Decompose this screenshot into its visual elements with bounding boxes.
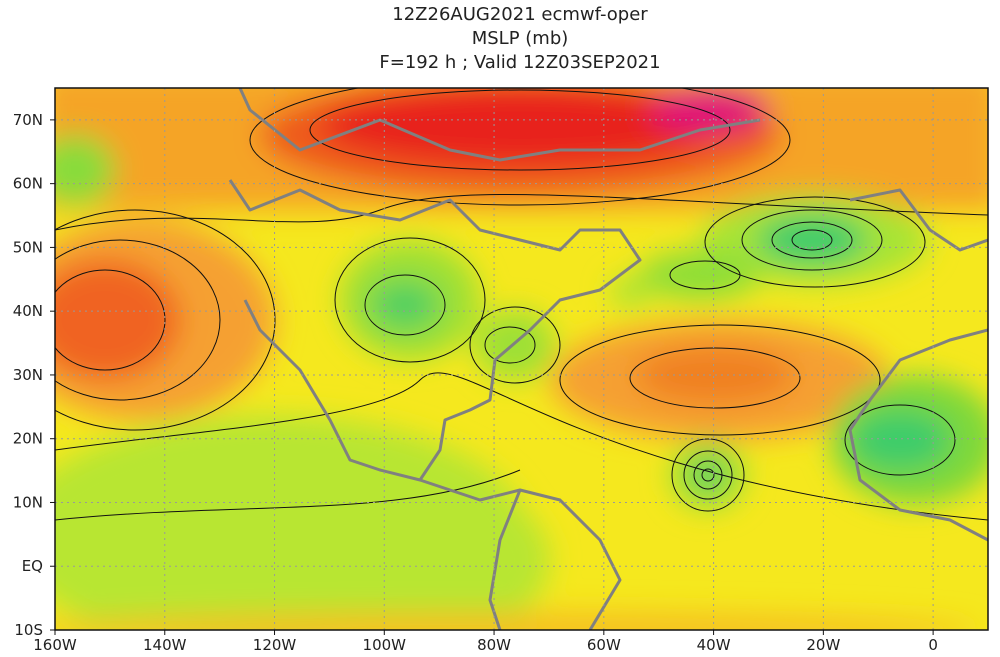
title-line: F=192 h ; Valid 12Z03SEP2021	[379, 52, 660, 73]
title-line: 12Z26AUG2021 ecmwf-oper	[392, 4, 648, 25]
lon-tick-label: 0	[928, 636, 938, 654]
lon-tick-label: 160W	[33, 636, 77, 654]
lat-tick-label: 40N	[13, 302, 43, 320]
lat-tick-label: 50N	[13, 238, 43, 256]
lon-tick-label: 100W	[363, 636, 407, 654]
lon-tick-label: 80W	[477, 636, 511, 654]
lat-tick-label: 10N	[13, 493, 43, 511]
map-frame	[54, 87, 989, 631]
lat-tick-label: EQ	[22, 557, 43, 575]
lon-tick-label: 140W	[143, 636, 187, 654]
graticule	[55, 88, 988, 630]
lat-tick-label: 10S	[14, 621, 43, 639]
lat-tick-label: 70N	[13, 111, 43, 129]
lat-tick-label: 30N	[13, 366, 43, 384]
lon-tick-label: 120W	[253, 636, 297, 654]
lon-tick-label: 60W	[587, 636, 621, 654]
pressure-field	[55, 88, 988, 630]
lat-tick-label: 20N	[13, 430, 43, 448]
lat-tick-label: 60N	[13, 175, 43, 193]
lon-tick-label: 20W	[806, 636, 840, 654]
title-line: MSLP (mb)	[472, 28, 569, 49]
lon-tick-label: 40W	[697, 636, 731, 654]
